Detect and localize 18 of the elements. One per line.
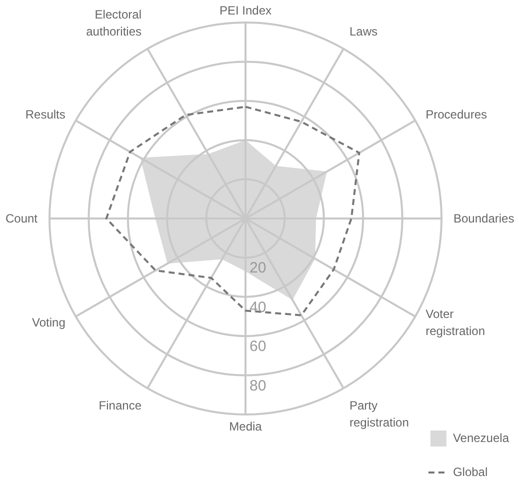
spoke-label: PEI Index	[219, 4, 272, 18]
spoke-label: Party registration	[350, 398, 409, 430]
spoke-label: Voting	[32, 316, 66, 330]
spoke-label: Voter registration	[426, 307, 486, 338]
y-tick-label: 40	[250, 298, 266, 316]
spoke-label: Laws	[350, 24, 378, 38]
spoke-label: Electoral authorities	[86, 8, 142, 38]
spoke-label: Finance	[98, 398, 142, 413]
legend-label: Global	[452, 465, 488, 479]
spoke-label: Boundaries	[454, 212, 514, 226]
spoke-label: Procedures	[426, 108, 488, 122]
spoke-label: Media	[229, 420, 262, 434]
spoke-label: Results	[25, 108, 66, 122]
y-tick-label: 20	[250, 260, 266, 277]
spoke-label: Count	[5, 212, 38, 226]
legend-label: Venezuela	[452, 431, 509, 445]
y-tick-label: 60	[250, 338, 266, 356]
y-tick-label: 80	[250, 377, 266, 394]
